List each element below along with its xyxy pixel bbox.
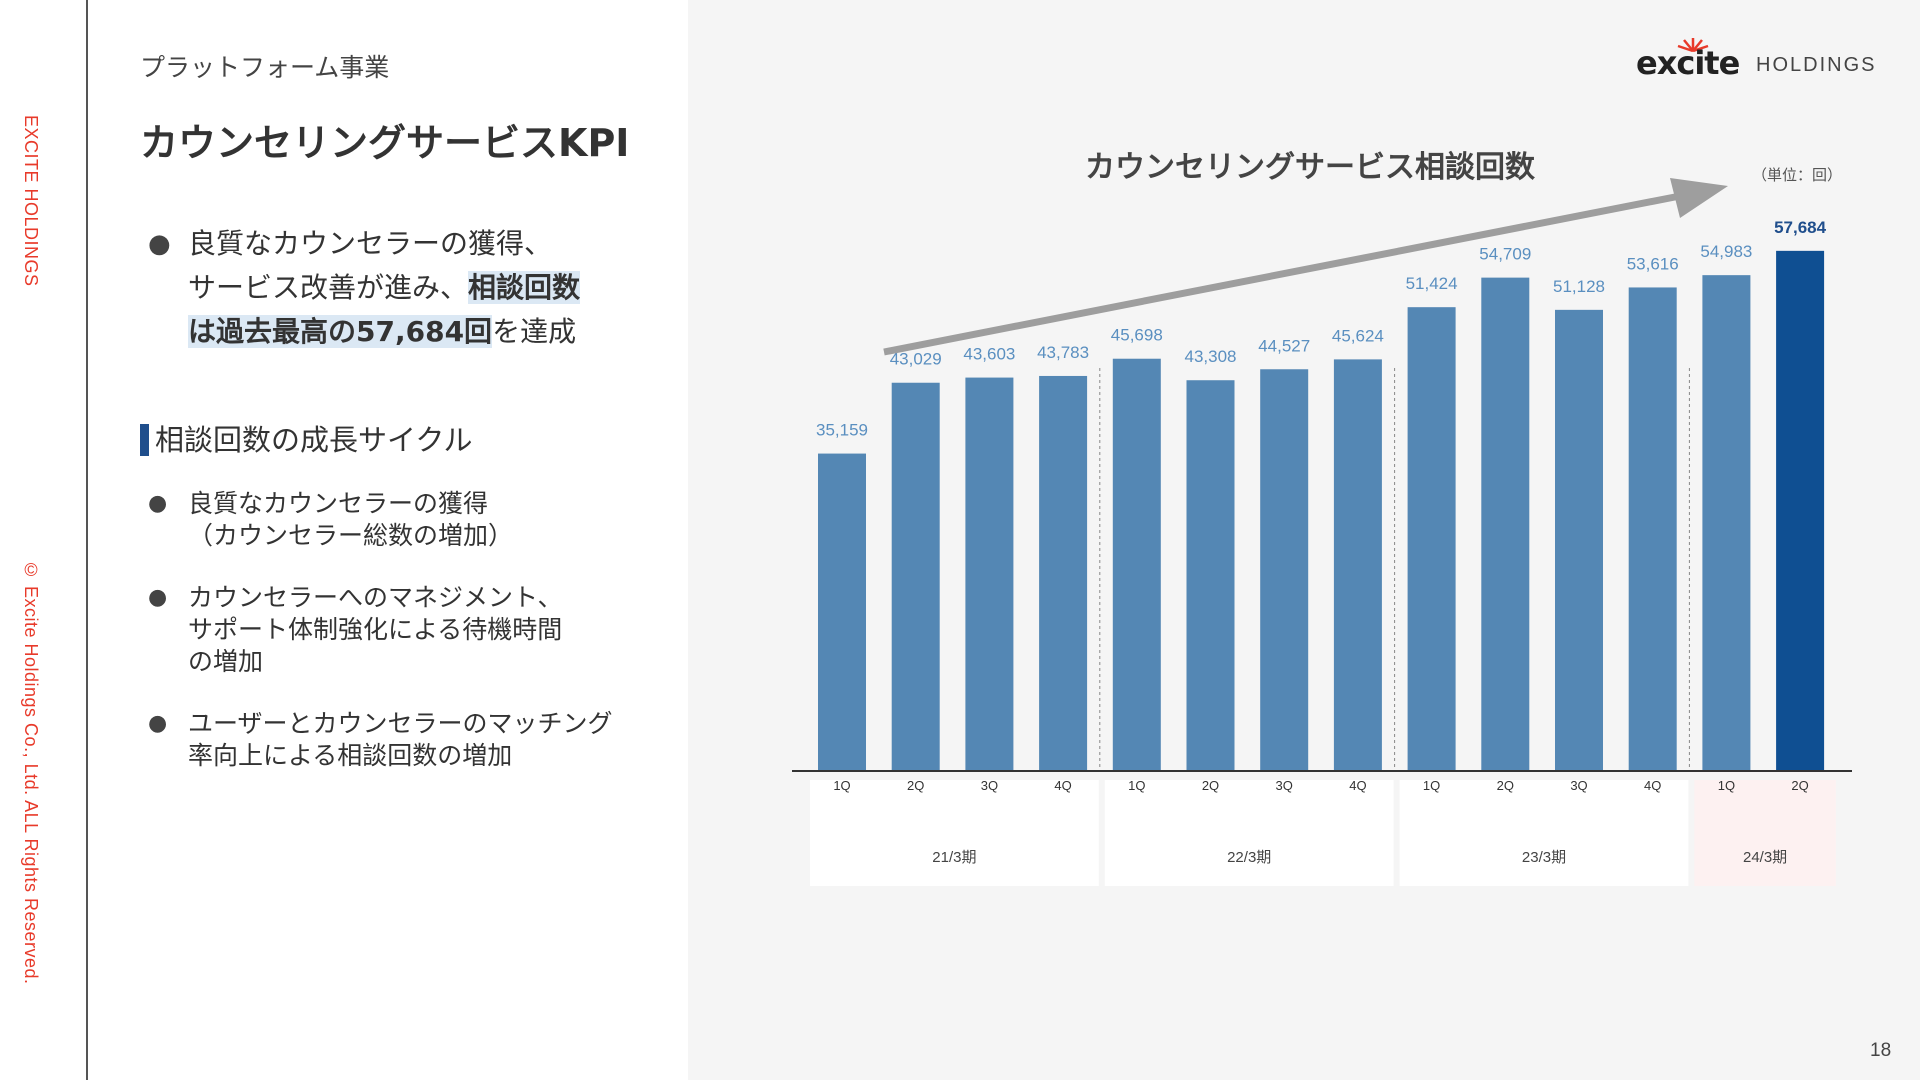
cycle-item-line: ユーザーとカウンセラーのマッチング bbox=[188, 709, 613, 738]
cycle-item-line: 良質なカウンセラーの獲得 bbox=[188, 489, 489, 518]
cycle-item: ● ユーザーとカウンセラーのマッチング 率向上による相談回数の増加 bbox=[148, 708, 668, 772]
cycle-item: ● 良質なカウンセラーの獲得 （カウンセラー総数の増加） bbox=[148, 488, 668, 552]
category-label: プラットフォーム事業 bbox=[140, 53, 390, 82]
bar bbox=[1186, 380, 1235, 770]
cycle-item: ● カウンセラーへのマネジメント、 サポート体制強化による待機時間 の増加 bbox=[148, 582, 668, 678]
lead-line-3-highlight: は過去最高の57,684回 bbox=[188, 315, 493, 348]
bar bbox=[1776, 250, 1825, 770]
chart-title: カウンセリングサービス相談回数 bbox=[1085, 150, 1535, 185]
bar bbox=[891, 382, 940, 770]
x-tick-label: 3Q bbox=[1570, 778, 1587, 793]
bar bbox=[1628, 287, 1677, 770]
bullet-icon: ● bbox=[148, 229, 171, 259]
bar bbox=[818, 453, 866, 770]
cycle-list: ● 良質なカウンセラーの獲得 （カウンセラー総数の増加） ● カウンセラーへのマ… bbox=[148, 488, 668, 802]
lead-line-3-plain: を達成 bbox=[492, 315, 577, 348]
period-box bbox=[1104, 780, 1394, 886]
bar bbox=[1481, 277, 1530, 770]
period-box bbox=[1694, 780, 1836, 886]
trend-arrow-shaft bbox=[883, 192, 1681, 356]
cycle-item-line: 率向上による相談回数の増加 bbox=[188, 741, 513, 770]
vertical-brand-text: EXCITE HOLDINGS bbox=[21, 115, 41, 287]
logo-main-text: excite bbox=[1636, 44, 1740, 82]
x-tick-label: 3Q bbox=[981, 778, 998, 793]
bar-value-label: 45,624 bbox=[1332, 326, 1384, 345]
bar-value-label: 43,029 bbox=[890, 350, 942, 369]
cycle-item-line: （カウンセラー総数の増加） bbox=[188, 521, 514, 550]
x-tick-label: 4Q bbox=[1644, 778, 1661, 793]
bullet-icon: ● bbox=[148, 491, 168, 516]
cycle-heading: 相談回数の成長サイクル bbox=[140, 424, 473, 456]
bar bbox=[1112, 358, 1161, 770]
bar bbox=[1333, 359, 1382, 770]
bar bbox=[1407, 307, 1456, 770]
bar-value-label: 54,983 bbox=[1700, 242, 1752, 261]
page-title: カウンセリングサービスKPI bbox=[140, 121, 630, 165]
bar-value-label: 54,709 bbox=[1479, 245, 1531, 264]
period-label: 24/3期 bbox=[1743, 849, 1787, 866]
page-number: 18 bbox=[1870, 1040, 1892, 1061]
lead-bullet: ● 良質なカウンセラーの獲得、 サービス改善が進み、相談回数 は過去最高の57,… bbox=[148, 222, 618, 354]
period-box bbox=[810, 780, 1099, 886]
bar-value-label: 43,308 bbox=[1185, 347, 1237, 366]
left-panel: プラットフォーム事業 カウンセリングサービスKPI ● 良質なカウンセラーの獲得… bbox=[88, 0, 688, 1080]
bar-value-label: 43,603 bbox=[963, 345, 1015, 364]
side-rail: EXCITE HOLDINGS © Excite Holdings Co., L… bbox=[0, 0, 88, 1080]
cycle-item-line: サポート体制強化による待機時間 bbox=[188, 615, 563, 644]
bar bbox=[1039, 375, 1088, 770]
x-tick-label: 1Q bbox=[1423, 778, 1440, 793]
lead-line-2-plain: サービス改善が進み、 bbox=[188, 271, 469, 304]
period-box bbox=[1399, 780, 1689, 886]
trend-arrow-head bbox=[1670, 178, 1728, 218]
bar bbox=[965, 377, 1014, 770]
lead-line-1: 良質なカウンセラーの獲得、 bbox=[188, 227, 553, 260]
logo-rays-icon bbox=[1677, 38, 1709, 52]
bar-value-label: 35,159 bbox=[816, 421, 868, 440]
x-tick-label: 4Q bbox=[1054, 778, 1071, 793]
cycle-item-line: カウンセラーへのマネジメント、 bbox=[188, 583, 563, 612]
period-label: 22/3期 bbox=[1227, 849, 1271, 866]
x-tick-label: 2Q bbox=[1497, 778, 1514, 793]
bar-value-label: 57,684 bbox=[1774, 218, 1827, 237]
x-tick-label: 2Q bbox=[1202, 778, 1219, 793]
vertical-copyright-text: © Excite Holdings Co., Ltd. ALL Rights R… bbox=[21, 560, 41, 985]
x-tick-label: 1Q bbox=[1718, 778, 1735, 793]
x-tick-label: 3Q bbox=[1276, 778, 1293, 793]
period-label: 23/3期 bbox=[1522, 849, 1566, 866]
x-tick-label: 2Q bbox=[1791, 778, 1808, 793]
bar-value-label: 43,783 bbox=[1037, 343, 1089, 362]
bar bbox=[1702, 275, 1751, 770]
cycle-item-line: の増加 bbox=[188, 647, 264, 676]
bullet-icon: ● bbox=[148, 585, 168, 610]
lead-text: 良質なカウンセラーの獲得、 サービス改善が進み、相談回数 は過去最高の57,68… bbox=[148, 222, 618, 354]
x-tick-label: 1Q bbox=[833, 778, 850, 793]
bar-value-label: 51,128 bbox=[1553, 277, 1605, 296]
x-tick-label: 1Q bbox=[1128, 778, 1145, 793]
bar-value-label: 51,424 bbox=[1406, 274, 1458, 293]
x-tick-label: 4Q bbox=[1349, 778, 1366, 793]
bar-value-label: 45,698 bbox=[1111, 326, 1163, 345]
x-tick-label: 2Q bbox=[907, 778, 924, 793]
chart-unit: （単位：回） bbox=[1752, 166, 1843, 184]
lead-line-2-highlight: 相談回数 bbox=[468, 271, 581, 304]
bar bbox=[1260, 369, 1309, 770]
period-label: 21/3期 bbox=[932, 849, 976, 866]
logo-sub-text: HOLDINGS bbox=[1756, 54, 1877, 76]
bullet-icon: ● bbox=[148, 711, 168, 736]
bar-value-label: 44,527 bbox=[1258, 336, 1310, 355]
bar-value-label: 53,616 bbox=[1627, 254, 1679, 273]
bar bbox=[1555, 309, 1603, 770]
